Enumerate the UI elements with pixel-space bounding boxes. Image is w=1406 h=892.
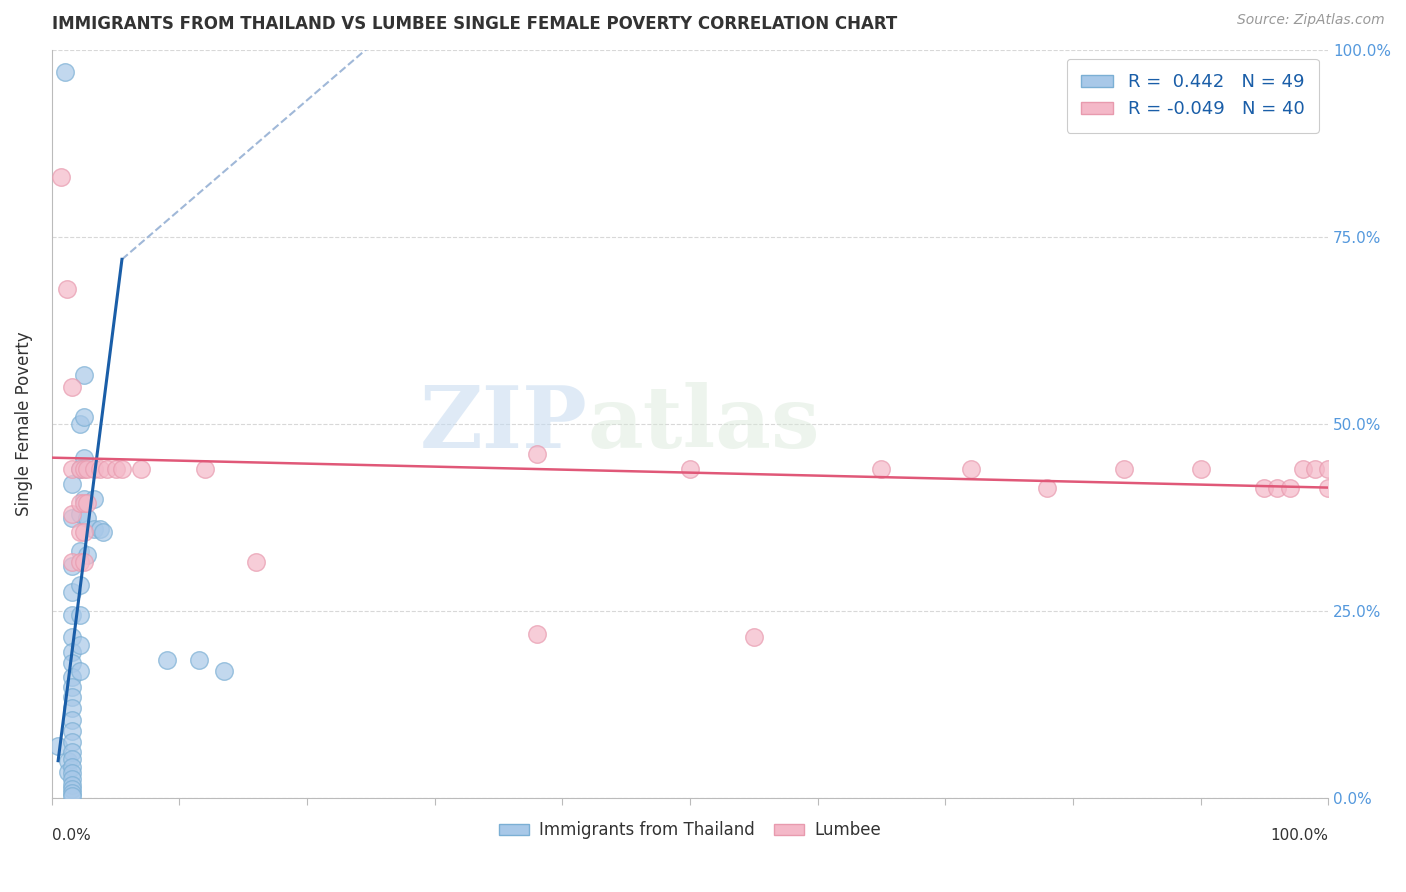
Point <box>1317 481 1340 495</box>
Point <box>60 476 83 491</box>
Point <box>73 556 96 570</box>
Point <box>60 713 83 727</box>
Point <box>60 760 83 774</box>
Point <box>69 607 91 622</box>
Point <box>870 462 893 476</box>
Point <box>187 653 209 667</box>
Point <box>60 657 83 671</box>
Point <box>1036 481 1059 495</box>
Point <box>83 462 105 476</box>
Point <box>96 462 118 476</box>
Point <box>73 368 96 383</box>
Point <box>73 450 96 465</box>
Point <box>58 754 80 768</box>
Point <box>1253 481 1275 495</box>
Point <box>73 495 96 509</box>
Point <box>60 559 83 574</box>
Point <box>69 525 91 540</box>
Point <box>60 507 83 521</box>
Point <box>212 664 235 678</box>
Point <box>83 491 105 506</box>
Legend: Immigrants from Thailand, Lumbee: Immigrants from Thailand, Lumbee <box>492 814 887 846</box>
Point <box>83 522 105 536</box>
Point <box>60 786 83 800</box>
Y-axis label: Single Female Poverty: Single Female Poverty <box>15 332 32 516</box>
Point <box>73 491 96 506</box>
Point <box>73 409 96 424</box>
Point <box>60 745 83 759</box>
Point <box>60 701 83 715</box>
Point <box>76 510 98 524</box>
Point <box>73 462 96 476</box>
Point <box>69 417 91 431</box>
Text: IMMIGRANTS FROM THAILAND VS LUMBEE SINGLE FEMALE POVERTY CORRELATION CHART: IMMIGRANTS FROM THAILAND VS LUMBEE SINGL… <box>52 15 897 33</box>
Point <box>60 607 83 622</box>
Point <box>156 653 179 667</box>
Point <box>49 169 72 184</box>
Point <box>60 690 83 705</box>
Point <box>58 764 80 779</box>
Point <box>60 782 83 797</box>
Point <box>76 495 98 509</box>
Point <box>526 626 548 640</box>
Point <box>60 752 83 766</box>
Point <box>89 462 111 476</box>
Point <box>60 645 83 659</box>
Point <box>60 585 83 599</box>
Point <box>60 462 83 476</box>
Point <box>60 766 83 780</box>
Point <box>60 778 83 792</box>
Point <box>1291 462 1313 476</box>
Text: Source: ZipAtlas.com: Source: ZipAtlas.com <box>1237 13 1385 28</box>
Point <box>89 522 111 536</box>
Point <box>60 670 83 684</box>
Point <box>69 556 91 570</box>
Point <box>1305 462 1327 476</box>
Point <box>194 462 217 476</box>
Text: 100.0%: 100.0% <box>1270 828 1329 843</box>
Point <box>60 630 83 644</box>
Point <box>1278 481 1301 495</box>
Point <box>60 556 83 570</box>
Point <box>1189 462 1212 476</box>
Point <box>60 723 83 738</box>
Point <box>60 681 83 695</box>
Point <box>69 664 91 678</box>
Point <box>56 282 79 296</box>
Point <box>60 510 83 524</box>
Text: atlas: atlas <box>588 382 820 466</box>
Point <box>245 556 267 570</box>
Point <box>69 495 91 509</box>
Point <box>69 578 91 592</box>
Point <box>526 447 548 461</box>
Point <box>46 739 69 753</box>
Point <box>91 525 114 540</box>
Point <box>742 630 765 644</box>
Point <box>60 772 83 787</box>
Text: ZIP: ZIP <box>420 382 588 466</box>
Point <box>69 462 91 476</box>
Point <box>1317 462 1340 476</box>
Point <box>104 462 127 476</box>
Point <box>959 462 981 476</box>
Point <box>69 462 91 476</box>
Point <box>1265 481 1288 495</box>
Point <box>1112 462 1135 476</box>
Point <box>53 65 76 79</box>
Point <box>129 462 152 476</box>
Point <box>69 507 91 521</box>
Point <box>76 462 98 476</box>
Point <box>73 525 96 540</box>
Point <box>76 548 98 562</box>
Point <box>679 462 702 476</box>
Text: 0.0%: 0.0% <box>52 828 90 843</box>
Point <box>60 789 83 803</box>
Point <box>69 544 91 558</box>
Point <box>60 735 83 749</box>
Point <box>111 462 134 476</box>
Point <box>69 638 91 652</box>
Point <box>60 379 83 393</box>
